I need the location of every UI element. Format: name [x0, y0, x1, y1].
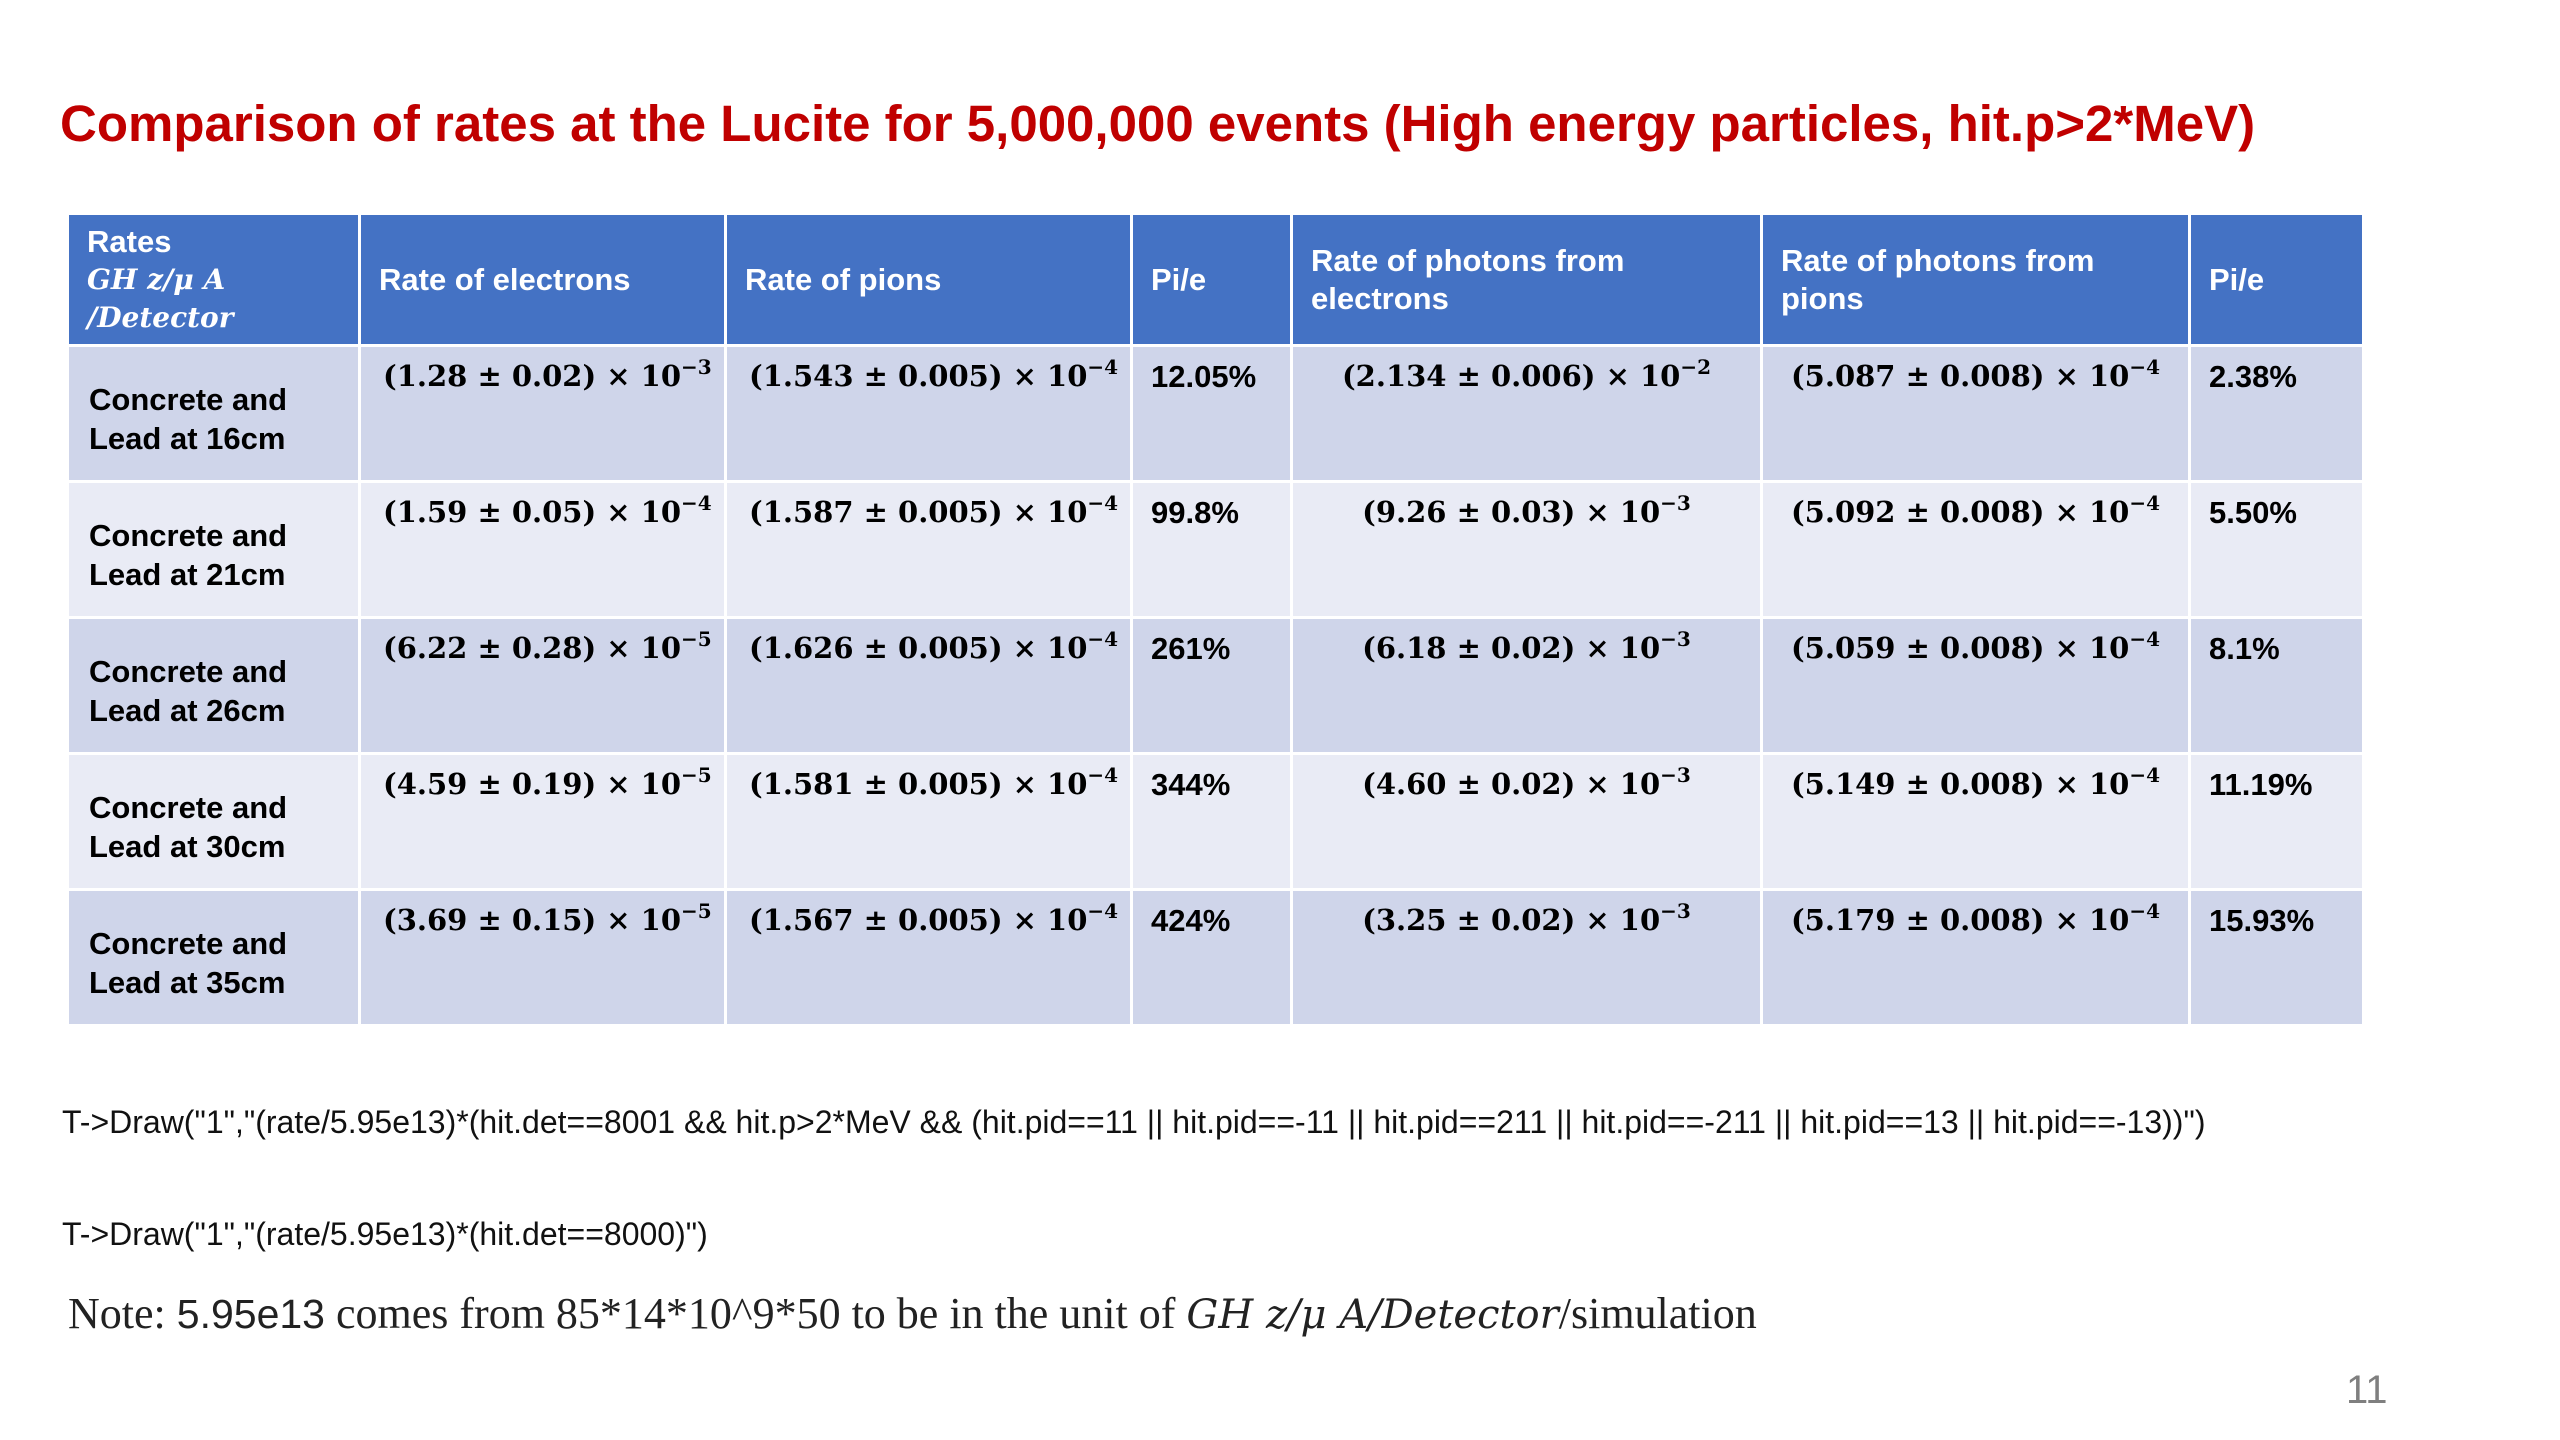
header-row: Rates GH z/μ A /Detector Rate of electro… — [66, 212, 2365, 347]
page-number: 11 — [2346, 1368, 2388, 1412]
rates-table: Rates GH z/μ A /Detector Rate of electro… — [66, 212, 2365, 1027]
electron-rate: (1.28 ± 0.02) × 10−3 — [358, 344, 727, 483]
draw-command-photons: T->Draw("1","(rate/5.95e13)*(hit.det==80… — [62, 1216, 708, 1252]
photon-pion-rate: (5.092 ± 0.008) × 10−4 — [1760, 480, 2191, 619]
note-prefix: Note: — [68, 1289, 177, 1338]
table-row: Concrete and Lead at 35cm (3.69 ± 0.15) … — [66, 888, 2365, 1027]
pion-rate: (1.567 ± 0.005) × 10−4 — [724, 888, 1133, 1027]
photon-pion-rate: (5.149 ± 0.008) × 10−4 — [1760, 752, 2191, 891]
table-row: Concrete and Lead at 26cm (6.22 ± 0.28) … — [66, 616, 2365, 755]
photon-electron-rate: (4.60 ± 0.02) × 10−3 — [1290, 752, 1763, 891]
pi-e-ratio: 261% — [1130, 616, 1293, 755]
row-label: Concrete and Lead at 30cm — [66, 752, 361, 891]
pion-rate: (1.581 ± 0.005) × 10−4 — [724, 752, 1133, 891]
header-photons-from-pions: Rate of photons from pions — [1760, 212, 2191, 347]
photon-electron-rate: (9.26 ± 0.03) × 10−3 — [1290, 480, 1763, 619]
photon-pi-e-ratio: 2.38% — [2188, 344, 2365, 483]
pion-rate: (1.626 ± 0.005) × 10−4 — [724, 616, 1133, 755]
table-row: Concrete and Lead at 16cm (1.28 ± 0.02) … — [66, 344, 2365, 483]
photon-pion-rate: (5.059 ± 0.008) × 10−4 — [1760, 616, 2191, 755]
header-pions: Rate of pions — [724, 212, 1133, 347]
pi-e-ratio: 12.05% — [1130, 344, 1293, 483]
slide-title: Comparison of rates at the Lucite for 5,… — [60, 95, 2256, 152]
photon-pion-rate: (5.087 ± 0.008) × 10−4 — [1760, 344, 2191, 483]
header-photons-from-electrons: Rate of photons from electrons — [1290, 212, 1763, 347]
photon-pi-e-ratio: 8.1% — [2188, 616, 2365, 755]
header-pi-e-ratio: Pi/e — [1130, 212, 1293, 347]
header-electrons: Rate of electrons — [358, 212, 727, 347]
pi-e-ratio: 99.8% — [1130, 480, 1293, 619]
header-rates-unit: GH z/μ A /Detector — [87, 262, 234, 334]
draw-command-electrons-pions: T->Draw("1","(rate/5.95e13)*(hit.det==80… — [62, 1104, 2206, 1140]
row-label: Concrete and Lead at 21cm — [66, 480, 361, 619]
row-label: Concrete and Lead at 35cm — [66, 888, 361, 1027]
pion-rate: (1.543 ± 0.005) × 10−4 — [724, 344, 1133, 483]
header-rates-label: Rates — [87, 223, 172, 259]
photon-electron-rate: (2.134 ± 0.006) × 10−2 — [1290, 344, 1763, 483]
note-middle: comes from 85*14*10^9*50 to be in the un… — [324, 1289, 1187, 1338]
photon-pi-e-ratio: 5.50% — [2188, 480, 2365, 619]
photon-electron-rate: (3.25 ± 0.02) × 10−3 — [1290, 888, 1763, 1027]
unit-note: Note: 5.95e13 comes from 85*14*10^9*50 t… — [68, 1288, 1757, 1339]
photon-electron-rate: (6.18 ± 0.02) × 10−3 — [1290, 616, 1763, 755]
photon-pion-rate: (5.179 ± 0.008) × 10−4 — [1760, 888, 2191, 1027]
pi-e-ratio: 344% — [1130, 752, 1293, 891]
table-row: Concrete and Lead at 30cm (4.59 ± 0.19) … — [66, 752, 2365, 891]
pion-rate: (1.587 ± 0.005) × 10−4 — [724, 480, 1133, 619]
electron-rate: (6.22 ± 0.28) × 10−5 — [358, 616, 727, 755]
row-label: Concrete and Lead at 26cm — [66, 616, 361, 755]
photon-pi-e-ratio: 11.19% — [2188, 752, 2365, 891]
electron-rate: (4.59 ± 0.19) × 10−5 — [358, 752, 727, 891]
header-photon-pi-e-ratio: Pi/e — [2188, 212, 2365, 347]
pi-e-ratio: 424% — [1130, 888, 1293, 1027]
note-suffix: /simulation — [1558, 1289, 1757, 1338]
photon-pi-e-ratio: 15.93% — [2188, 888, 2365, 1027]
table-row: Concrete and Lead at 21cm (1.59 ± 0.05) … — [66, 480, 2365, 619]
note-value: 5.95e13 — [176, 1291, 325, 1337]
electron-rate: (1.59 ± 0.05) × 10−4 — [358, 480, 727, 619]
note-unit: GH z/μ A/Detector — [1186, 1292, 1559, 1338]
electron-rate: (3.69 ± 0.15) × 10−5 — [358, 888, 727, 1027]
row-label: Concrete and Lead at 16cm — [66, 344, 361, 483]
header-rates: Rates GH z/μ A /Detector — [66, 212, 361, 347]
